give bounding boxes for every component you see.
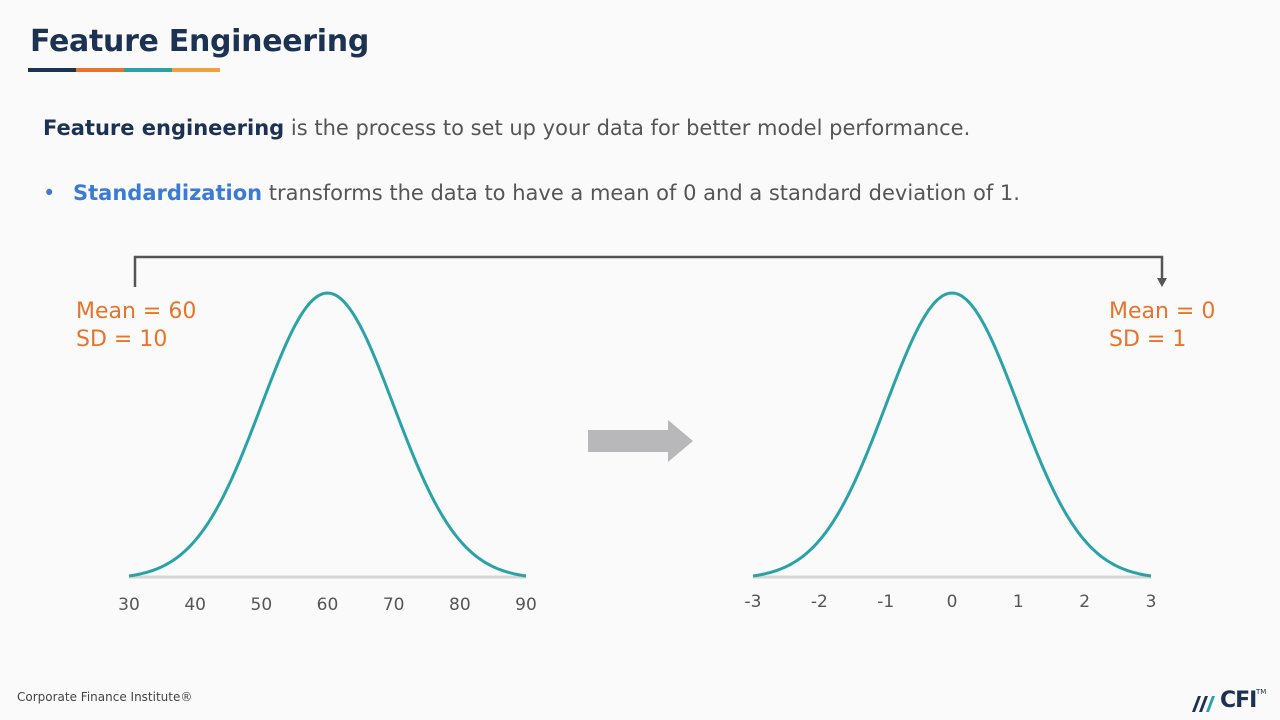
- logo-trademark: TM: [1256, 688, 1267, 696]
- x-tick-label: 60: [317, 595, 339, 615]
- bullet-item: • Standardization transforms the data to …: [43, 181, 1020, 205]
- underline-segment-2: [76, 68, 124, 72]
- underline-segment-1: [28, 68, 76, 72]
- left-distribution-chart: 30 40 50 60 70 80 90: [118, 291, 537, 615]
- logo-text: CFI: [1220, 688, 1257, 713]
- underline-segment-3: [124, 68, 172, 72]
- x-tick-label: 0: [947, 592, 958, 612]
- x-tick-label: 2: [1079, 592, 1090, 612]
- x-tick-label: 80: [449, 595, 471, 615]
- x-tick-label: -2: [811, 592, 828, 612]
- x-tick-label: 3: [1146, 592, 1157, 612]
- bullet-term: Standardization: [73, 181, 263, 205]
- right-sd-label: SD = 1: [1109, 327, 1187, 352]
- x-tick-label: 50: [251, 595, 273, 615]
- left-stats: Mean = 60 SD = 10: [76, 298, 196, 354]
- intro-term: Feature engineering: [43, 116, 285, 140]
- underline-segment-4: [172, 68, 220, 72]
- normal-curve: [752, 291, 1152, 578]
- title-underline: [28, 68, 220, 72]
- bullet-rest: transforms the data to have a mean of 0 …: [262, 181, 1020, 205]
- cfi-logo-mark-icon: [1192, 696, 1215, 712]
- bullet-dot: •: [43, 181, 56, 205]
- cfi-logo: CFI TM: [1190, 688, 1280, 716]
- slide-title: Feature Engineering: [30, 24, 370, 59]
- right-mean-label: Mean = 0: [1109, 299, 1216, 324]
- left-mean-label: Mean = 60: [76, 299, 197, 324]
- right-arrow-icon: [588, 420, 693, 462]
- footer-text: Corporate Finance Institute®: [17, 690, 193, 704]
- x-tick-label: 1: [1013, 592, 1024, 612]
- intro-text: Feature engineering is the process to se…: [43, 116, 970, 140]
- x-tick-label: 70: [383, 595, 405, 615]
- x-tick-label: 90: [515, 595, 537, 615]
- x-tick-label: 30: [118, 595, 140, 615]
- connector-arrowhead-icon: [1157, 278, 1167, 287]
- normal-curve: [128, 291, 527, 578]
- x-tick-label: 40: [184, 595, 206, 615]
- right-distribution-chart: -3 -2 -1 0 1 2 3: [745, 291, 1157, 612]
- right-stats: Mean = 0 SD = 1: [1109, 298, 1215, 354]
- intro-rest: is the process to set up your data for b…: [284, 116, 971, 140]
- x-tick-label: -3: [745, 592, 762, 612]
- left-sd-label: SD = 10: [76, 327, 168, 352]
- x-tick-label: -1: [877, 592, 894, 612]
- connector-bracket: [133, 255, 1164, 287]
